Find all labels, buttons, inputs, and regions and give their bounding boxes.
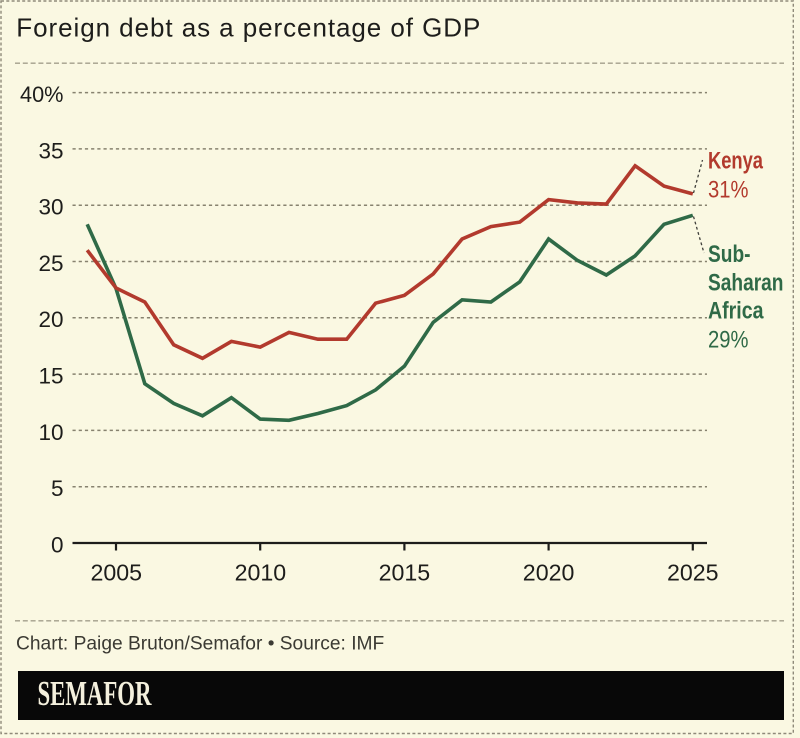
svg-text:Kenya: Kenya [708,147,763,174]
svg-text:25: 25 [38,251,63,276]
svg-text:40%: 40% [20,82,64,107]
svg-text:2005: 2005 [91,560,143,586]
svg-text:31%: 31% [708,176,749,203]
svg-text:0: 0 [51,532,64,557]
svg-text:29%: 29% [708,327,749,354]
svg-text:35: 35 [38,138,63,163]
svg-text:5: 5 [51,476,64,501]
svg-text:15: 15 [38,363,63,388]
svg-text:30: 30 [38,195,63,220]
svg-text:Sub-: Sub- [708,241,751,268]
svg-text:2020: 2020 [523,560,575,586]
svg-text:SEMAFOR: SEMAFOR [38,674,152,713]
svg-text:10: 10 [38,420,63,445]
svg-text:2010: 2010 [235,560,287,586]
svg-text:2025: 2025 [667,560,719,586]
svg-text:20: 20 [38,307,63,332]
svg-text:Foreign debt as a percentage o: Foreign debt as a percentage of GDP [16,13,480,43]
svg-text:2015: 2015 [379,560,431,586]
svg-text:Africa: Africa [708,298,764,325]
svg-text:Saharan: Saharan [708,270,784,297]
svg-text:Chart: Paige Bruton/Semafor •: Chart: Paige Bruton/Semafor • Source: IM… [16,634,384,655]
